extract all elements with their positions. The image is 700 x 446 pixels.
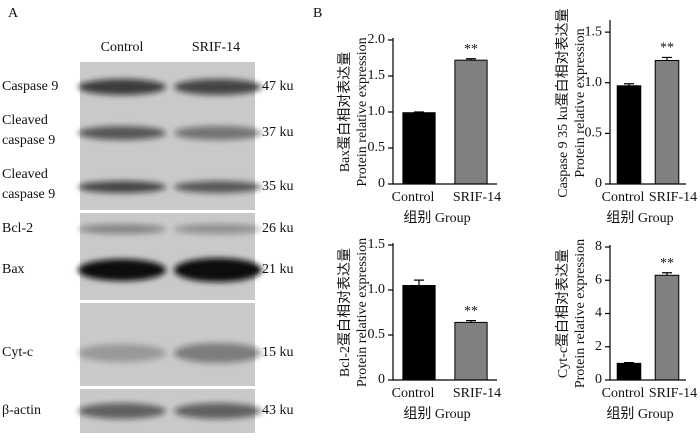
bar bbox=[654, 274, 680, 381]
protein-label: Cleaved bbox=[2, 113, 48, 128]
significance: ** bbox=[660, 41, 674, 56]
blot-band bbox=[174, 403, 262, 419]
y-tick-label: 4 bbox=[595, 306, 602, 321]
size-label: 47 ku bbox=[262, 79, 294, 94]
x-tick-label: Control bbox=[602, 386, 645, 401]
x-axis-label: 组别 Group bbox=[606, 406, 673, 422]
protein-label: caspase 9 bbox=[2, 133, 55, 148]
blot-band bbox=[174, 258, 262, 282]
y-tick-label: 0 bbox=[595, 176, 602, 191]
protein-label: Cyt-c bbox=[2, 345, 33, 360]
lane-label: Control bbox=[101, 40, 144, 55]
protein-label: Cleaved bbox=[2, 167, 48, 182]
significance: ** bbox=[660, 256, 674, 271]
error-bar bbox=[414, 279, 424, 286]
blot-band bbox=[78, 259, 166, 281]
y-tick-label: 8 bbox=[595, 239, 602, 254]
error-bar bbox=[624, 361, 634, 364]
x-tick-label: SRIF-14 bbox=[649, 386, 697, 401]
blot-band bbox=[78, 224, 166, 234]
y-axis-label: Bcl-2蛋白相对表达量 bbox=[337, 248, 353, 377]
x-tick-label: SRIF-14 bbox=[453, 190, 501, 205]
bar bbox=[616, 362, 642, 381]
blot-band bbox=[78, 79, 166, 95]
blot-band bbox=[174, 79, 262, 95]
bar bbox=[454, 59, 488, 185]
protein-label: Caspase 9 bbox=[2, 79, 58, 94]
x-tick-label: Control bbox=[602, 190, 645, 205]
y-tick-label: 2.0 bbox=[368, 32, 386, 47]
blot-band bbox=[174, 224, 262, 234]
axes bbox=[392, 243, 497, 381]
y-tick-label: 0 bbox=[595, 372, 602, 387]
x-axis-label: 组别 Group bbox=[403, 406, 470, 422]
axes bbox=[609, 20, 686, 185]
protein-label: Bcl-2 bbox=[2, 221, 33, 236]
bar bbox=[402, 112, 436, 185]
x-tick-label: Control bbox=[392, 386, 435, 401]
size-label: 15 ku bbox=[262, 345, 294, 360]
lane-label: SRIF-14 bbox=[192, 40, 240, 55]
y-tick-label: 0.5 bbox=[368, 327, 386, 342]
y-axis-label: Protein relative expression bbox=[355, 238, 370, 387]
y-axis-label: Protein relative expression bbox=[573, 239, 588, 388]
size-label: 35 ku bbox=[262, 179, 294, 194]
y-tick-label: 0.5 bbox=[585, 126, 603, 141]
y-tick-label: 0 bbox=[378, 176, 385, 191]
protein-label: caspase 9 bbox=[2, 187, 55, 202]
size-label: 37 ku bbox=[262, 125, 294, 140]
y-axis-label: Protein relative expression bbox=[355, 37, 370, 186]
protein-label: β-actin bbox=[2, 403, 41, 418]
x-axis-label: 组别 Group bbox=[606, 210, 673, 226]
x-tick-label: SRIF-14 bbox=[649, 190, 697, 205]
axes bbox=[609, 245, 686, 381]
bar bbox=[402, 285, 436, 381]
bar bbox=[616, 85, 642, 185]
significance: ** bbox=[464, 304, 478, 319]
significance: ** bbox=[464, 42, 478, 57]
y-tick-label: 1.0 bbox=[368, 104, 386, 119]
y-tick-label: 1.5 bbox=[368, 237, 386, 252]
y-tick-label: 6 bbox=[595, 272, 602, 287]
y-tick-label: 0 bbox=[378, 372, 385, 387]
x-axis-label: 组别 Group bbox=[403, 210, 470, 226]
size-label: 21 ku bbox=[262, 262, 294, 277]
y-axis-label: Protein relative expression bbox=[573, 28, 588, 177]
error-bar bbox=[414, 111, 424, 113]
blot-band bbox=[174, 181, 262, 193]
size-label: 43 ku bbox=[262, 403, 294, 418]
x-tick-label: Control bbox=[392, 190, 435, 205]
error-bar bbox=[662, 272, 672, 276]
error-bar bbox=[624, 83, 634, 86]
y-axis-label: Cyt-c蛋白相对表达量 bbox=[555, 249, 571, 378]
blot-band bbox=[174, 343, 262, 363]
y-axis-label: Bax蛋白相对表达量 bbox=[337, 52, 353, 173]
y-tick-label: 2 bbox=[595, 339, 602, 354]
x-tick-label: SRIF-14 bbox=[453, 386, 501, 401]
y-tick-label: 1.5 bbox=[585, 24, 603, 39]
y-tick-label: 1.0 bbox=[585, 75, 603, 90]
y-tick-label: 1.0 bbox=[368, 282, 386, 297]
blot-band bbox=[78, 403, 166, 419]
bar bbox=[654, 59, 680, 185]
blot-band bbox=[78, 126, 166, 140]
error-bar bbox=[662, 56, 672, 61]
panel-label: B bbox=[313, 6, 322, 21]
error-bar bbox=[466, 58, 476, 61]
blot-band bbox=[78, 344, 166, 362]
panel-label: A bbox=[8, 6, 19, 21]
bar bbox=[454, 321, 488, 381]
blot-band bbox=[78, 181, 166, 193]
y-tick-label: 1.5 bbox=[368, 68, 386, 83]
protein-label: Bax bbox=[2, 262, 25, 277]
error-bar bbox=[466, 320, 476, 323]
blot-band bbox=[174, 126, 262, 140]
y-tick-label: 0.5 bbox=[368, 140, 386, 155]
y-axis-label: Caspase 9 35 ku蛋白相对表达量 bbox=[555, 8, 571, 197]
axes bbox=[392, 38, 497, 185]
size-label: 26 ku bbox=[262, 221, 294, 236]
